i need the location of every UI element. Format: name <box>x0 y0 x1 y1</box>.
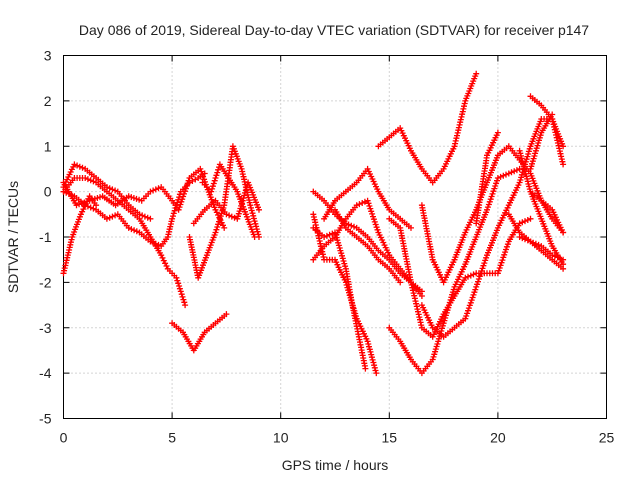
data-series <box>310 211 380 377</box>
data-point-markers <box>199 161 258 240</box>
data-series <box>516 147 567 268</box>
y-axis-title: SDTVAR / TECUs <box>5 181 21 293</box>
data-point-markers <box>516 147 567 268</box>
data-point-markers <box>386 165 523 377</box>
data-series <box>199 161 258 240</box>
data-series <box>386 165 523 377</box>
data-point-markers <box>186 143 262 281</box>
data-marks <box>60 70 567 377</box>
data-series <box>60 170 208 250</box>
y-tick-label: 3 <box>44 48 52 64</box>
data-point-markers <box>169 311 230 354</box>
data-series <box>418 116 567 340</box>
axis-ticks: 0 5 10 15 20 25 -5 -4 -3 -2 -1 0 1 2 3 <box>39 48 614 446</box>
data-series <box>527 111 556 172</box>
x-tick-label: 0 <box>60 430 68 446</box>
x-tick-label: 20 <box>490 430 506 446</box>
data-point-markers <box>418 116 567 340</box>
data-point-markers <box>473 129 501 227</box>
grid <box>63 55 607 419</box>
y-tick-label: -1 <box>39 229 52 245</box>
data-series <box>375 70 480 186</box>
y-tick-label: 2 <box>44 93 52 109</box>
data-series <box>186 143 262 281</box>
x-tick-label: 25 <box>599 430 615 446</box>
data-point-markers <box>527 188 567 236</box>
data-series <box>310 224 369 372</box>
x-tick-label: 15 <box>382 430 398 446</box>
data-series <box>527 188 567 236</box>
y-tick-label: -2 <box>39 274 52 290</box>
x-axis-title: GPS time / hours <box>282 457 389 473</box>
x-tick-label: 10 <box>273 430 289 446</box>
y-tick-label: 0 <box>44 184 52 200</box>
y-tick-label: -5 <box>39 411 52 427</box>
data-point-markers <box>321 165 414 231</box>
x-tick-label: 5 <box>168 430 176 446</box>
data-series <box>169 311 230 354</box>
data-point-markers <box>310 224 369 372</box>
data-point-markers <box>527 111 556 172</box>
data-series <box>190 179 262 227</box>
data-point-markers <box>418 143 567 286</box>
data-point-markers <box>310 211 380 377</box>
data-series <box>418 143 567 286</box>
chart-title: Day 086 of 2019, Sidereal Day-to-day VTE… <box>79 22 589 38</box>
y-tick-label: -4 <box>39 365 52 381</box>
y-tick-label: -3 <box>39 320 52 336</box>
data-series <box>332 206 404 286</box>
data-point-markers <box>375 70 480 186</box>
data-series <box>473 129 501 227</box>
data-series <box>321 165 414 231</box>
y-tick-label: 1 <box>44 138 52 154</box>
data-point-markers <box>190 179 262 227</box>
data-point-markers <box>60 170 208 250</box>
data-series <box>505 211 567 272</box>
data-point-markers <box>505 211 567 272</box>
data-point-markers <box>332 206 404 286</box>
